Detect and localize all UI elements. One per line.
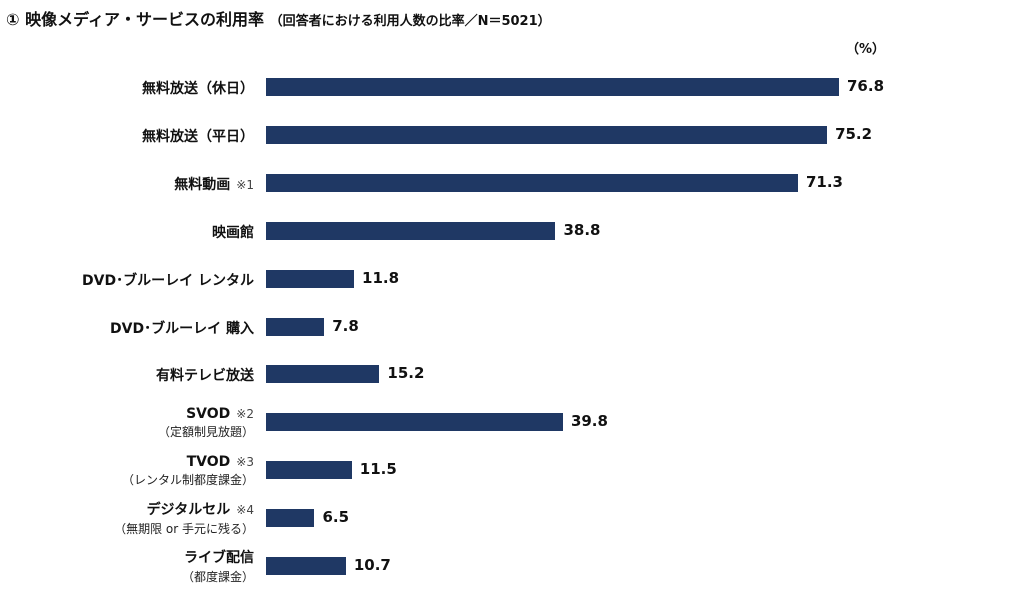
value-label: 38.8 bbox=[563, 220, 601, 239]
bar-row: SVOD ※2 （定額制見放題） 39.8 bbox=[0, 402, 1024, 442]
bar-row: ライブ配信 （都度課金） 10.7 bbox=[0, 546, 1024, 586]
bar bbox=[266, 173, 798, 192]
unit-label: （%） bbox=[846, 42, 886, 57]
value-label: 7.8 bbox=[332, 316, 359, 335]
category-label: 映画館 bbox=[212, 222, 254, 242]
category-name: ライブ配信 bbox=[184, 550, 254, 566]
category-sublabel: （定額制見放題） bbox=[157, 425, 254, 440]
category-sublabel: （レンタル制都度課金） bbox=[121, 473, 254, 488]
value-label: 39.8 bbox=[570, 412, 608, 431]
footnote-mark: ※4 bbox=[236, 503, 254, 518]
value-label: 10.7 bbox=[353, 556, 391, 574]
category-label: 無料動画 ※1 bbox=[174, 174, 254, 194]
bar-row: 映画館 38.8 bbox=[0, 211, 1024, 251]
bar-row: 有料テレビ放送 15.2 bbox=[0, 354, 1024, 394]
bar bbox=[266, 509, 315, 528]
value-label: 75.2 bbox=[835, 124, 873, 143]
bar bbox=[266, 269, 355, 288]
title-text: ① 映像メディア・サービスの利用率 bbox=[6, 10, 264, 29]
footnote-mark: ※1 bbox=[236, 177, 254, 192]
bar-row: TVOD ※3 （レンタル制都度課金） 11.5 bbox=[0, 450, 1024, 490]
value-label: 6.5 bbox=[322, 508, 350, 527]
chart-subtitle: （回答者における利用人数の比率／N＝5021） bbox=[269, 14, 551, 29]
bar-row: 無料動画 ※1 71.3 bbox=[0, 163, 1024, 203]
category-label: ライブ配信 （都度課金） bbox=[182, 547, 254, 585]
category-name: DVD･ブルーレイ 購入 bbox=[110, 320, 254, 337]
bar bbox=[266, 317, 325, 336]
value-label: 11.5 bbox=[359, 460, 397, 479]
category-name: DVD･ブルーレイ レンタル bbox=[82, 272, 254, 289]
category-sublabel: （無期限 or 手元に残る） bbox=[114, 522, 254, 537]
category-name: 無料動画 bbox=[174, 176, 231, 193]
category-label: DVD･ブルーレイ 購入 bbox=[110, 318, 254, 338]
category-label: SVOD ※2 （定額制見放題） bbox=[158, 403, 254, 440]
bar bbox=[266, 78, 839, 96]
category-sublabel: （都度課金） bbox=[181, 570, 254, 584]
bar bbox=[266, 461, 352, 480]
category-name: 映画館 bbox=[212, 224, 254, 241]
value-label: 76.8 bbox=[847, 77, 885, 95]
bar-row: 無料放送（平日） 75.2 bbox=[0, 115, 1024, 155]
category-label: デジタルセル ※4 （無期限 or 手元に残る） bbox=[114, 499, 254, 537]
category-label: DVD･ブルーレイ レンタル bbox=[82, 270, 254, 290]
footnote-mark: ※2 bbox=[236, 407, 254, 422]
chart-title: ① 映像メディア・サービスの利用率 （回答者における利用人数の比率／N＝5021… bbox=[6, 6, 551, 30]
category-label: 無料放送（休日） bbox=[142, 78, 254, 98]
category-name: TVOD bbox=[186, 454, 231, 471]
value-label: 11.8 bbox=[362, 268, 400, 287]
category-name: 有料テレビ放送 bbox=[156, 368, 254, 385]
category-label: 無料放送（平日） bbox=[142, 126, 254, 146]
value-label: 15.2 bbox=[387, 364, 425, 383]
bar bbox=[266, 125, 828, 144]
bar bbox=[266, 365, 380, 384]
bar-row: デジタルセル ※4 （無期限 or 手元に残る） 6.5 bbox=[0, 498, 1024, 538]
category-name: デジタルセル bbox=[146, 502, 231, 519]
category-name: SVOD bbox=[186, 406, 231, 423]
footnote-mark: ※3 bbox=[236, 455, 254, 470]
bar bbox=[266, 557, 346, 575]
category-label: 有料テレビ放送 bbox=[156, 365, 254, 385]
bar-row: DVD･ブルーレイ 購入 7.8 bbox=[0, 307, 1024, 347]
category-name: 無料放送（休日） bbox=[142, 81, 254, 97]
category-label: TVOD ※3 （レンタル制都度課金） bbox=[122, 451, 254, 488]
bar bbox=[266, 221, 556, 240]
category-name: 無料放送（平日） bbox=[142, 128, 254, 145]
bar-row: 無料放送（休日） 76.8 bbox=[0, 67, 1024, 107]
bar-row: DVD･ブルーレイ レンタル 11.8 bbox=[0, 259, 1024, 299]
value-label: 71.3 bbox=[805, 172, 843, 191]
bar bbox=[266, 413, 563, 432]
